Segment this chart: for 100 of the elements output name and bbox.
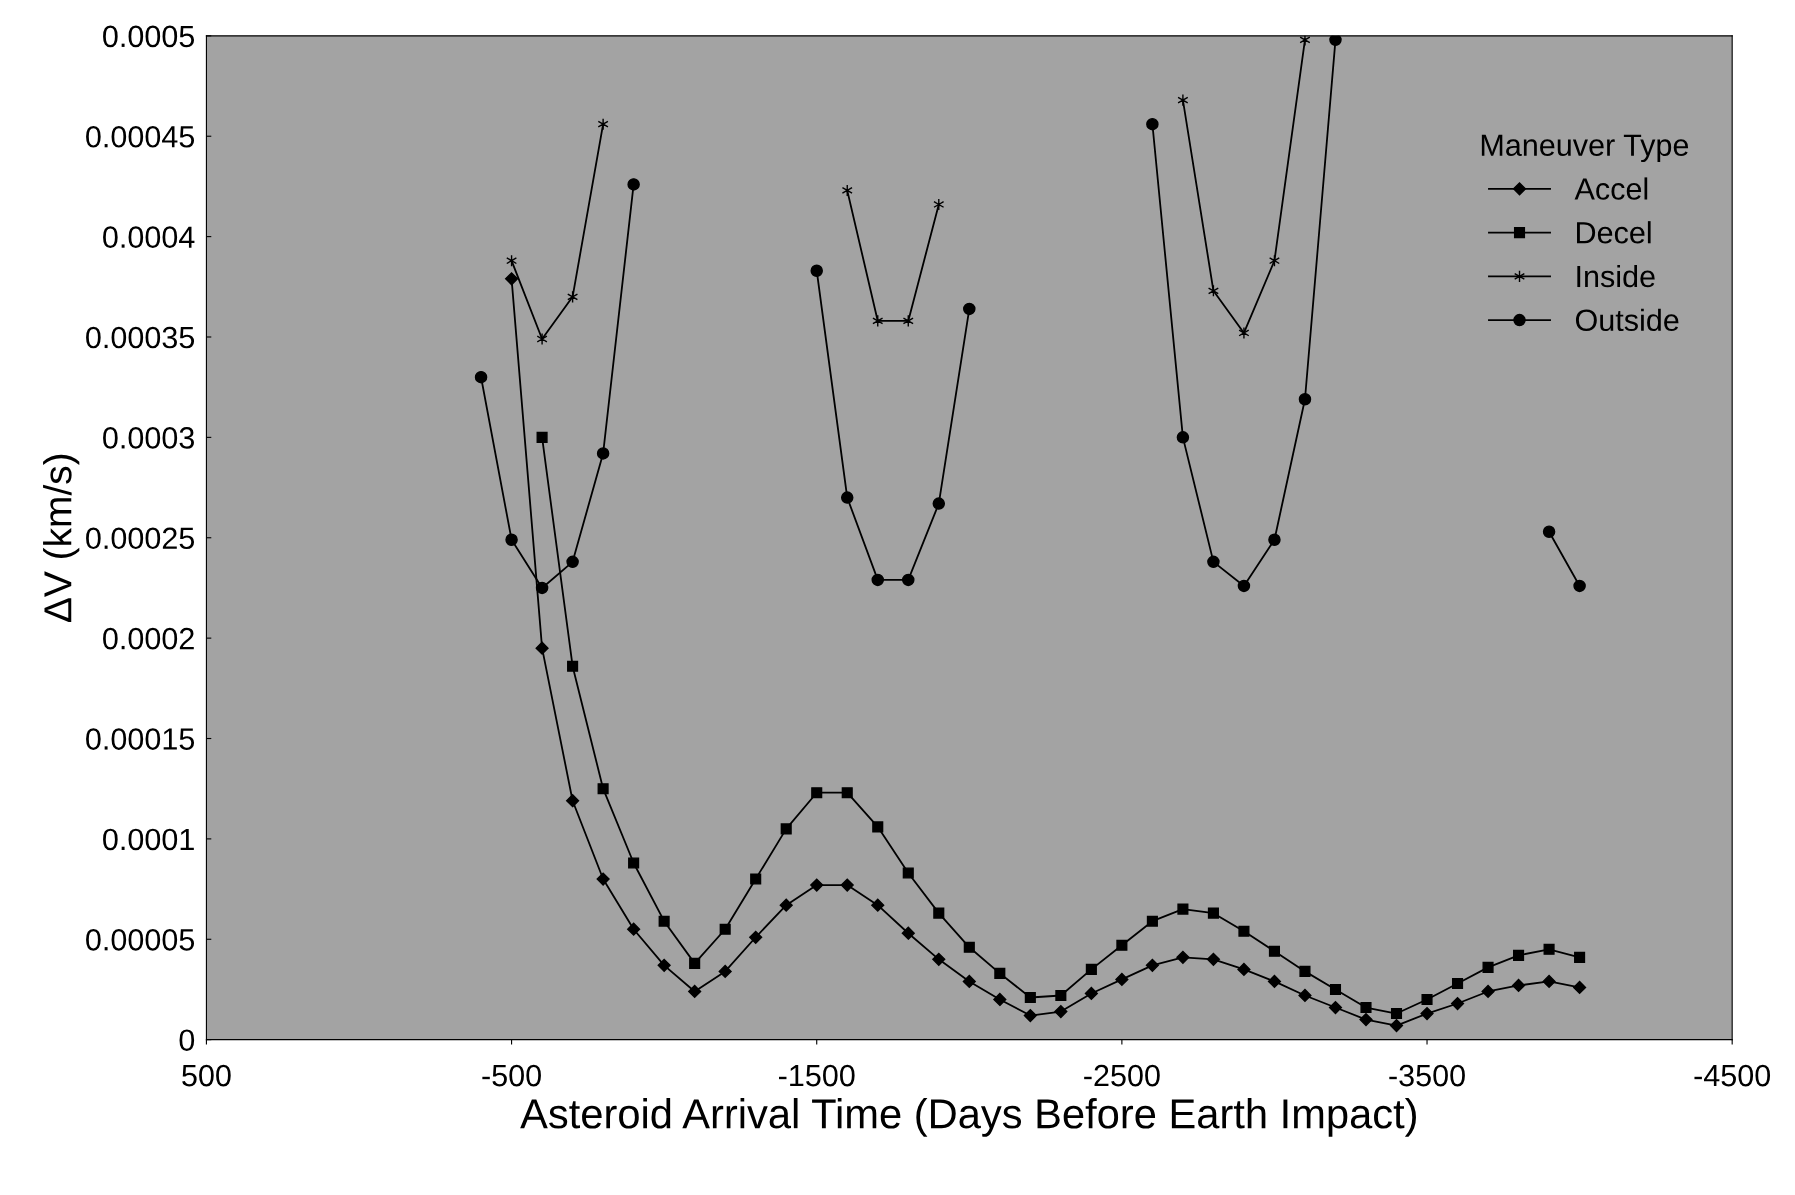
point <box>810 878 824 892</box>
point <box>1116 939 1128 951</box>
y-tick-label: 0.0001 <box>103 828 194 851</box>
point <box>1299 35 1311 47</box>
point <box>1146 915 1158 927</box>
point <box>597 783 609 795</box>
point <box>1237 962 1251 976</box>
x-tick-label: 500 <box>182 1064 231 1087</box>
point <box>1299 965 1311 977</box>
x-tick-label: -1500 <box>779 1064 855 1087</box>
point <box>504 272 519 286</box>
point <box>627 178 640 191</box>
point <box>566 794 580 808</box>
x-axis-title: Asteroid Arrival Time (Days Before Earth Impact) <box>520 1097 1416 1137</box>
point <box>750 873 762 885</box>
point <box>1145 958 1159 972</box>
point <box>1176 950 1190 964</box>
point <box>1085 963 1097 975</box>
point <box>1360 1001 1372 1014</box>
point <box>1237 579 1251 593</box>
point <box>1574 951 1586 963</box>
y-tick-label: 0 <box>179 1029 195 1052</box>
point <box>1207 907 1219 919</box>
point <box>1482 961 1494 973</box>
point <box>902 867 914 879</box>
point <box>1268 945 1281 957</box>
point <box>1238 925 1250 937</box>
point <box>1023 1008 1037 1023</box>
point <box>1267 974 1282 989</box>
y-tick-label: 0.0004 <box>103 226 195 248</box>
y-tick-label: 0.0003 <box>103 427 194 449</box>
point <box>566 555 579 569</box>
y-tick-label: 0.00025 <box>86 527 195 550</box>
y-tick-label: 0.00045 <box>86 125 195 148</box>
point <box>1389 1019 1404 1033</box>
point <box>749 930 763 944</box>
point <box>596 872 610 886</box>
point <box>840 491 854 504</box>
point <box>810 264 823 277</box>
point <box>1390 1007 1403 1020</box>
x-tick-label: -4500 <box>1694 1064 1771 1087</box>
point <box>1238 326 1250 340</box>
point <box>1054 1004 1068 1019</box>
point <box>1055 989 1067 1002</box>
y-axis-title: ΔV (km/s) <box>43 454 80 622</box>
y-tick-label: 0.0005 <box>103 25 195 48</box>
point <box>871 573 885 587</box>
point <box>474 370 488 384</box>
point <box>994 967 1006 979</box>
point <box>1513 949 1525 961</box>
point <box>963 941 975 953</box>
legend-label: Decel <box>1577 221 1651 244</box>
point <box>841 787 853 799</box>
point <box>1177 903 1189 915</box>
y-tick-label: 0.00015 <box>86 728 195 750</box>
point <box>902 573 915 587</box>
point <box>872 821 884 833</box>
point <box>811 787 823 799</box>
point <box>535 581 549 595</box>
point <box>1420 1006 1434 1021</box>
point <box>1542 525 1556 538</box>
point <box>1298 988 1312 1003</box>
point <box>535 641 549 655</box>
point <box>536 431 548 443</box>
point <box>505 533 518 547</box>
point <box>1146 117 1159 131</box>
legend-label: Outside <box>1575 308 1679 332</box>
point <box>536 332 548 346</box>
point <box>1329 35 1342 47</box>
point <box>1450 996 1465 1011</box>
point <box>719 923 731 935</box>
point <box>932 952 946 966</box>
x-tick-label: -3500 <box>1389 1064 1465 1087</box>
point <box>688 984 702 999</box>
point <box>962 974 976 989</box>
legend-label: Accel <box>1574 177 1648 200</box>
point <box>780 823 792 835</box>
point <box>1177 93 1189 107</box>
point <box>1329 983 1342 996</box>
point <box>1573 980 1587 995</box>
point <box>779 898 793 912</box>
point <box>1511 978 1526 993</box>
point <box>1481 984 1495 999</box>
point <box>689 957 701 969</box>
point <box>1451 977 1464 989</box>
point <box>1176 431 1190 444</box>
point <box>1543 943 1555 955</box>
point <box>1207 555 1220 569</box>
point <box>1298 392 1312 406</box>
point <box>901 926 915 940</box>
y-tick-label: 0.00005 <box>86 929 195 951</box>
point <box>1573 579 1586 593</box>
point <box>963 302 976 316</box>
point <box>597 117 609 131</box>
point <box>1421 993 1433 1006</box>
point <box>871 898 885 912</box>
point <box>932 497 946 510</box>
y-tick-label: 0.00035 <box>86 326 195 349</box>
point <box>1268 533 1281 547</box>
point <box>596 447 610 460</box>
